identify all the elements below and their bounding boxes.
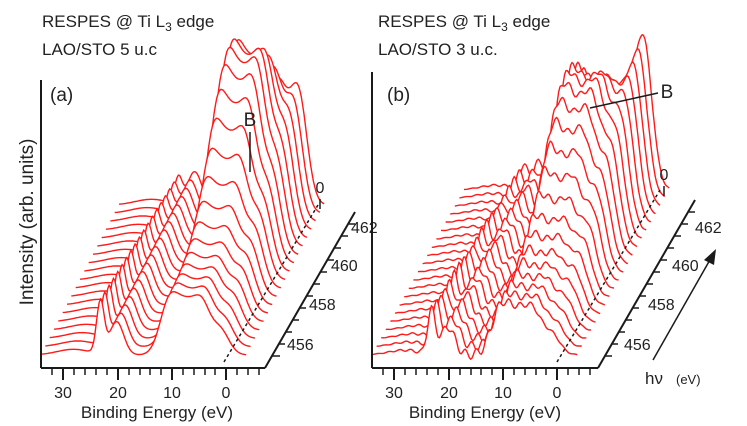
panel-b-zero-marker: 0	[660, 167, 669, 184]
panel-b-traces	[371, 33, 670, 361]
hv-tick-label: 456	[287, 337, 314, 354]
x-tick-label: 10	[163, 385, 181, 402]
hv-axis-label: hν	[645, 369, 663, 388]
hv-arrow-head	[704, 249, 716, 265]
panel-a-x-ticks	[51, 368, 260, 380]
x-tick-label: 20	[109, 385, 127, 402]
panel-b-x-axis-label: Binding Energy (eV)	[409, 403, 561, 422]
panel-b: RESPES @ Ti L3 edge LAO/STO 3 u.c. (b) 3…	[371, 12, 722, 422]
x-ticks-minor	[382, 368, 591, 375]
hv-arrow-shaft	[652, 257, 712, 361]
spectrum-trace	[40, 290, 247, 356]
panel-a-title-line2: LAO/STO 5 u.c	[42, 40, 157, 59]
hv-tick-label: 456	[624, 337, 651, 354]
panel-a-hv-axis	[264, 211, 356, 369]
hv-tick-label: 458	[648, 297, 675, 314]
hv-tick-label: 460	[672, 258, 699, 275]
panel-b-hv-ticks	[605, 211, 695, 357]
panel-b-peak-label: B	[661, 82, 674, 103]
hv-axis-unit: (eV)	[676, 372, 701, 387]
panel-a-peak-label: B	[244, 110, 257, 131]
y-axis-label: Intensity (arb. units)	[17, 139, 38, 306]
hv-tick-label: 458	[309, 297, 336, 314]
panel-a-title-line1: RESPES @ Ti L3 edge	[42, 12, 214, 34]
panel-b-label: (b)	[387, 85, 410, 106]
hv-tick-label: 462	[351, 220, 378, 237]
panel-a-hv-ticks	[272, 223, 355, 357]
panel-b-x-ticks	[382, 368, 591, 380]
panel-a-traces	[40, 38, 325, 356]
panel-a-x-axis-label: Binding Energy (eV)	[81, 403, 233, 422]
panel-b-peak-pointer	[589, 92, 659, 109]
x-tick-label: 30	[385, 385, 403, 402]
panel-b-hv-axis	[597, 199, 696, 369]
x-tick-label: 20	[440, 385, 458, 402]
panel-a: RESPES @ Ti L3 edge LAO/STO 5 u.c (a) 30	[40, 12, 378, 422]
x-ticks-minor	[51, 368, 260, 375]
panel-b-title-line1: RESPES @ Ti L3 edge	[378, 12, 550, 34]
hv-tick-label: 462	[695, 220, 722, 237]
x-tick-label: 0	[553, 385, 562, 402]
x-tick-label: 0	[222, 385, 231, 402]
spectrum-trace	[371, 298, 578, 361]
x-tick-label: 30	[54, 385, 72, 402]
hv-tick-label: 460	[331, 258, 358, 275]
x-tick-label: 10	[494, 385, 512, 402]
panel-a-zero-line	[223, 204, 319, 363]
panel-a-label: (a)	[50, 85, 73, 106]
panel-a-zero-marker: 0	[316, 180, 325, 197]
panel-b-title-line2: LAO/STO 3 u.c.	[378, 40, 498, 59]
